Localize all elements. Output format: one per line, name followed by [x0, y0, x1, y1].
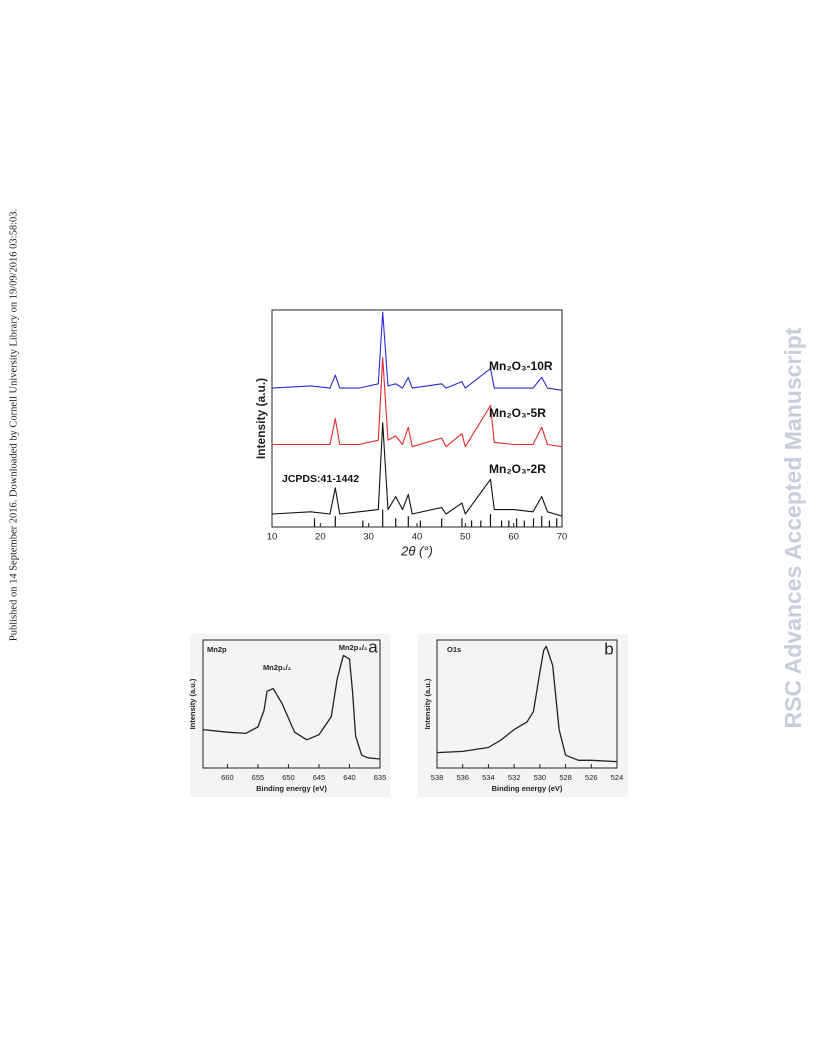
annotation: a — [368, 637, 378, 656]
y-axis-label: Intensity (a.u.) — [188, 678, 197, 729]
x-axis-label: Binding energy (eV) — [492, 784, 563, 793]
plot-frame — [202, 639, 381, 769]
x-tick-label: 534 — [482, 773, 495, 782]
x-tick-label: 526 — [585, 773, 598, 782]
x-axis-label: 2θ (°) — [400, 543, 433, 558]
annotation: b — [604, 639, 613, 658]
panel-bg — [418, 634, 628, 797]
series-line — [272, 357, 563, 448]
y-axis-label: Intensity (a.u.) — [423, 678, 432, 729]
x-axis-label: Binding energy (eV) — [256, 784, 327, 793]
panel-bg — [190, 634, 390, 797]
reference-label: JCPDS:41-1442 — [282, 473, 359, 485]
x-tick-label: 20 — [315, 532, 326, 543]
series-line — [436, 645, 618, 763]
series-line — [202, 654, 381, 760]
series-line — [271, 422, 563, 517]
series-label: Mn₂O₃-2R — [489, 462, 546, 476]
series-label: Mn₂O₃-10R — [489, 359, 553, 373]
x-tick-label: 635 — [374, 773, 387, 782]
x-tick-label: 70 — [557, 532, 568, 543]
x-tick-label: 650 — [282, 773, 295, 782]
x-tick-label: 524 — [611, 773, 624, 782]
plot-frame — [436, 639, 618, 769]
x-tick-label: 538 — [431, 773, 444, 782]
x-tick-label: 60 — [508, 532, 519, 543]
x-tick-label: 660 — [221, 773, 234, 782]
x-tick-label: 50 — [460, 532, 471, 543]
x-tick-label: 40 — [412, 532, 423, 543]
y-axis-label: Intensity (a.u.) — [254, 378, 268, 459]
annotation: Mn2p₃/₂ — [339, 643, 367, 652]
x-tick-label: 640 — [343, 773, 356, 782]
annotation: Mn2p₁/₂ — [263, 663, 291, 672]
x-tick-label: 532 — [508, 773, 521, 782]
annotation: Mn2p — [207, 645, 227, 654]
x-tick-label: 530 — [534, 773, 547, 782]
watermark: RSC Advances Accepted Manuscript — [780, 327, 806, 728]
annotation: O1s — [447, 645, 461, 654]
x-tick-label: 655 — [252, 773, 265, 782]
series-line — [271, 311, 563, 391]
x-tick-label: 645 — [313, 773, 326, 782]
side-note: Published on 14 September 2016. Download… — [8, 209, 19, 641]
x-tick-label: 30 — [363, 532, 374, 543]
series-label: Mn₂O₃-5R — [489, 406, 546, 420]
x-tick-label: 10 — [267, 532, 278, 543]
x-tick-label: 528 — [559, 773, 572, 782]
x-tick-label: 536 — [456, 773, 469, 782]
